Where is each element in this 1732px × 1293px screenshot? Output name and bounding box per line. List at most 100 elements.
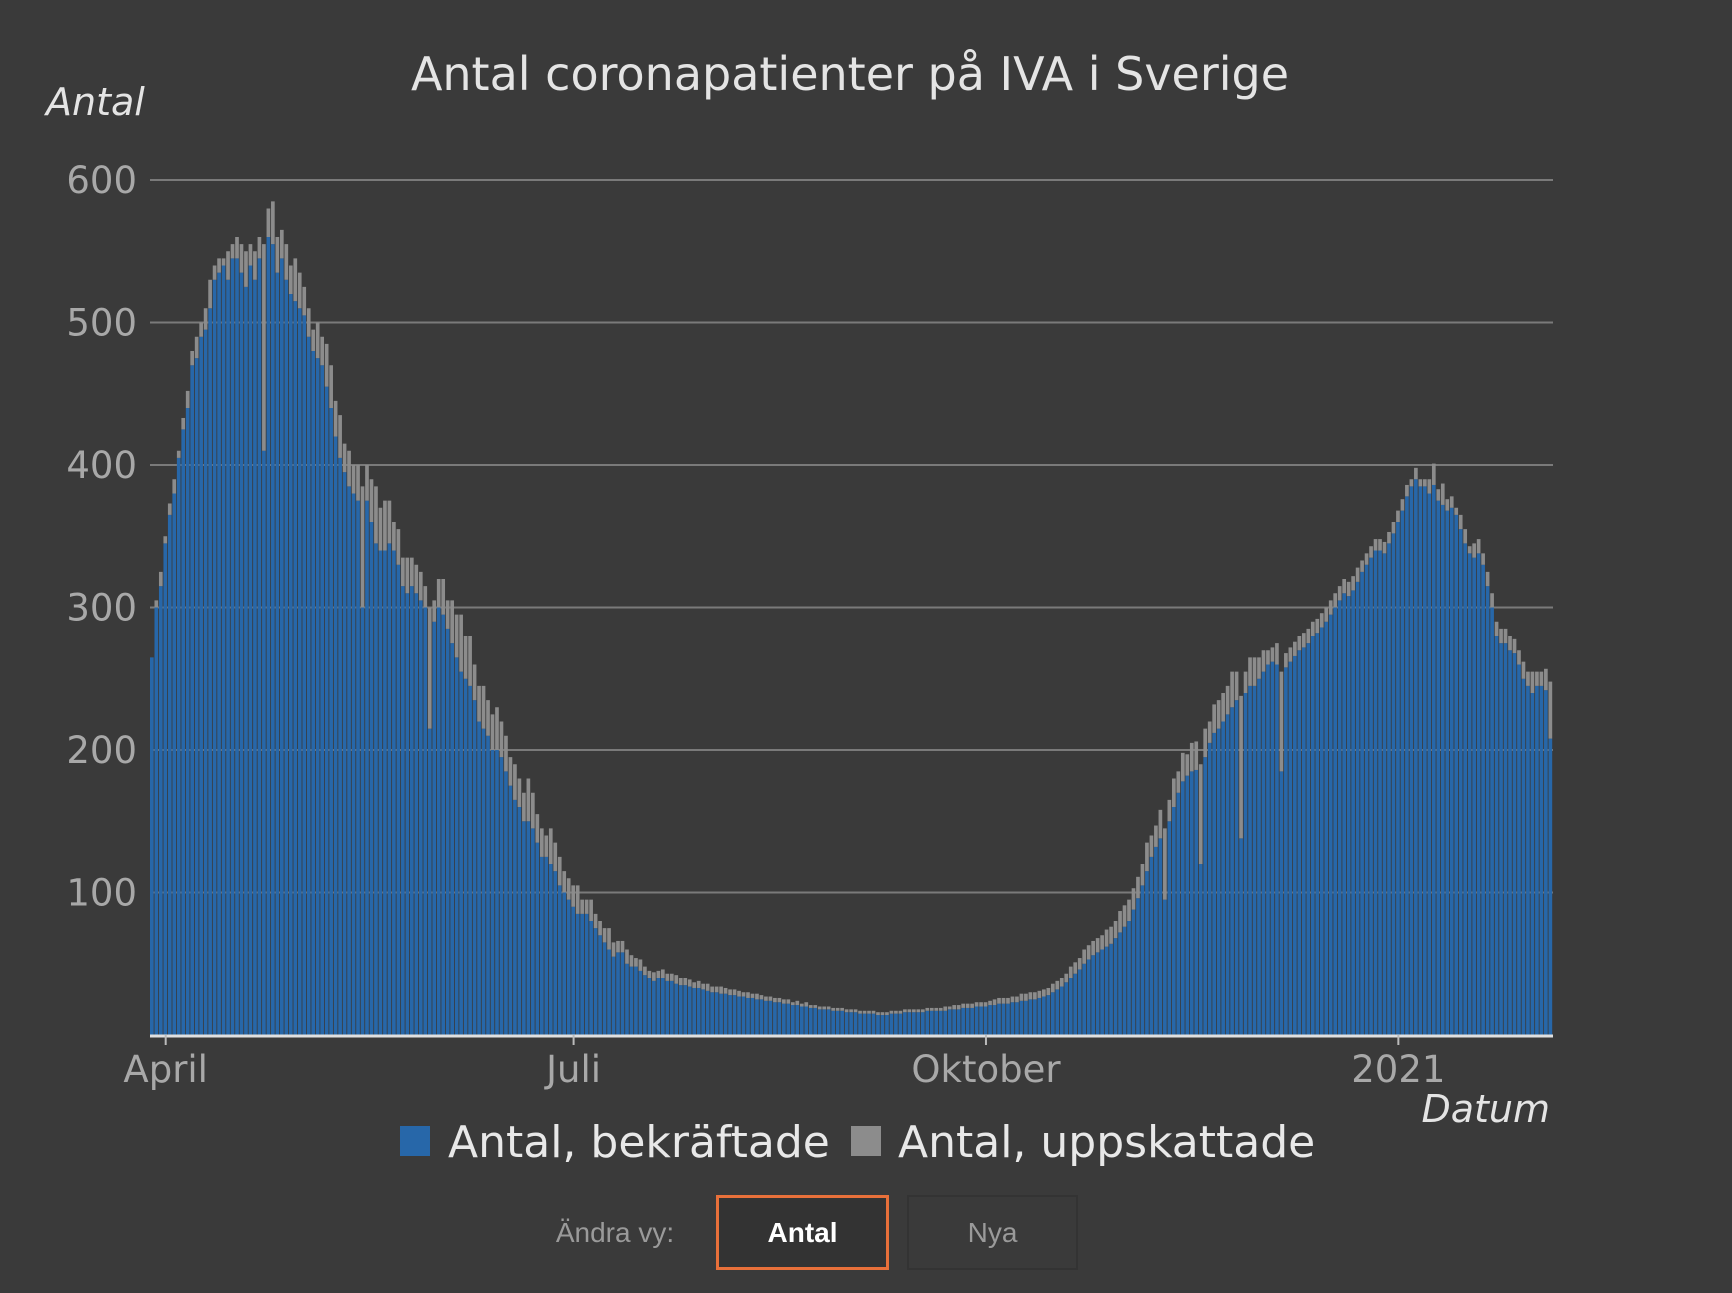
- bar-estimated: [383, 500, 387, 551]
- bar-estimated: [266, 208, 271, 237]
- bar-estimated: [1221, 693, 1225, 722]
- legend-label-confirmed: Antal, bekräftade: [448, 1117, 830, 1168]
- bar-confirmed: [1230, 707, 1234, 1035]
- bar-estimated: [687, 979, 692, 987]
- bar-confirmed: [696, 987, 701, 1035]
- bar-confirmed: [342, 472, 347, 1035]
- bar-confirmed: [1100, 949, 1104, 1035]
- bar-confirmed: [257, 258, 262, 1035]
- bar-confirmed: [1454, 514, 1459, 1035]
- bar-confirmed: [759, 999, 764, 1035]
- bar-estimated: [445, 600, 450, 629]
- bar-estimated: [1230, 671, 1234, 708]
- bar-confirmed: [929, 1010, 934, 1035]
- bar-confirmed: [378, 550, 383, 1035]
- bar-estimated: [1485, 571, 1490, 587]
- bar-confirmed: [1463, 543, 1468, 1035]
- bar-estimated: [652, 972, 656, 981]
- bar-confirmed: [1109, 943, 1113, 1035]
- bar-confirmed: [1216, 728, 1221, 1035]
- bar-confirmed: [777, 1002, 782, 1035]
- bar-confirmed: [867, 1013, 871, 1035]
- bar-estimated: [1503, 628, 1508, 644]
- legend-label-estimated: Antal, uppskattade: [898, 1117, 1315, 1168]
- bar-confirmed: [620, 952, 625, 1035]
- bar-confirmed: [221, 265, 226, 1035]
- bar-estimated: [1154, 825, 1158, 847]
- bar-estimated: [1064, 973, 1069, 983]
- bar-estimated: [176, 450, 181, 458]
- legend: Antal, bekräftade Antal, uppskattade: [400, 1117, 1315, 1168]
- bar-estimated: [1261, 650, 1266, 672]
- bar-confirmed: [607, 949, 611, 1035]
- y-axis-label: Antal: [43, 80, 145, 124]
- bar-estimated: [1091, 940, 1095, 956]
- bar-estimated: [696, 980, 701, 988]
- bar-estimated: [750, 993, 755, 998]
- bar-confirmed: [1127, 921, 1131, 1035]
- bar-confirmed: [1467, 553, 1472, 1035]
- bar-estimated: [562, 871, 567, 893]
- bar-estimated: [481, 685, 486, 729]
- bar-confirmed: [409, 586, 414, 1035]
- view-nya-button[interactable]: Nya: [907, 1195, 1078, 1270]
- bar-estimated: [1463, 529, 1468, 544]
- bar-confirmed: [1024, 1000, 1028, 1035]
- bar-confirmed: [710, 992, 714, 1035]
- view-antal-button[interactable]: Antal: [716, 1195, 889, 1270]
- bar-confirmed: [665, 980, 670, 1035]
- bar-confirmed: [880, 1015, 885, 1035]
- bar-estimated: [1382, 541, 1387, 554]
- bar-estimated: [938, 1007, 943, 1011]
- bar-estimated: [862, 1010, 867, 1014]
- bar-confirmed: [1306, 643, 1311, 1035]
- bar-estimated: [575, 885, 580, 914]
- bar-estimated: [1082, 949, 1087, 964]
- bar-confirmed: [1033, 999, 1037, 1035]
- bar-confirmed: [773, 1002, 777, 1035]
- bar-confirmed: [952, 1009, 957, 1035]
- bar-estimated: [1216, 700, 1221, 729]
- bar-estimated: [306, 308, 311, 337]
- bar-confirmed: [1342, 593, 1347, 1035]
- bar-estimated: [1364, 553, 1369, 565]
- bar-estimated: [768, 996, 773, 1001]
- bar-confirmed: [947, 1009, 952, 1035]
- bar-confirmed: [1006, 1003, 1010, 1035]
- bar-estimated: [427, 607, 432, 729]
- bar-confirmed: [1485, 586, 1490, 1035]
- bar-estimated: [660, 969, 665, 978]
- bar-estimated: [338, 415, 342, 458]
- bar-estimated: [714, 986, 719, 993]
- bar-estimated: [1050, 983, 1055, 993]
- bar-confirmed: [1086, 959, 1091, 1035]
- bar-confirmed: [1261, 671, 1266, 1035]
- bar-estimated: [1171, 778, 1176, 807]
- bar-estimated: [786, 999, 791, 1004]
- bar-estimated: [934, 1007, 939, 1011]
- bar-estimated: [517, 778, 522, 807]
- bar-confirmed: [531, 828, 535, 1035]
- bar-confirmed: [1077, 969, 1082, 1035]
- bar-confirmed: [347, 486, 351, 1035]
- bar-confirmed: [1544, 690, 1548, 1035]
- bar-estimated: [1490, 593, 1494, 608]
- y-tick-label: 400: [66, 444, 137, 487]
- bar-confirmed: [768, 1000, 773, 1035]
- bar-estimated: [374, 486, 378, 544]
- bar-confirmed: [1050, 992, 1055, 1035]
- bar-confirmed: [1400, 510, 1405, 1036]
- bar-estimated: [1113, 921, 1118, 939]
- bar-confirmed: [625, 963, 629, 1035]
- bar-estimated: [1306, 628, 1311, 644]
- bar-confirmed: [1423, 486, 1427, 1035]
- bar-confirmed: [580, 913, 584, 1035]
- bar-confirmed: [463, 678, 468, 1035]
- bar-estimated: [539, 828, 544, 857]
- bar-estimated: [405, 557, 410, 594]
- bar-confirmed: [226, 279, 230, 1035]
- bar-estimated: [257, 237, 262, 259]
- y-tick-label: 300: [66, 587, 137, 630]
- bar-confirmed: [571, 906, 576, 1035]
- bar-estimated: [920, 1009, 925, 1013]
